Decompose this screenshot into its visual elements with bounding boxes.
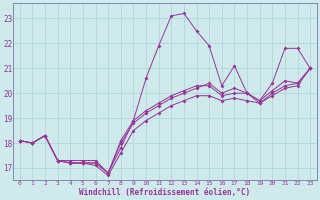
X-axis label: Windchill (Refroidissement éolien,°C): Windchill (Refroidissement éolien,°C) [79, 188, 251, 197]
